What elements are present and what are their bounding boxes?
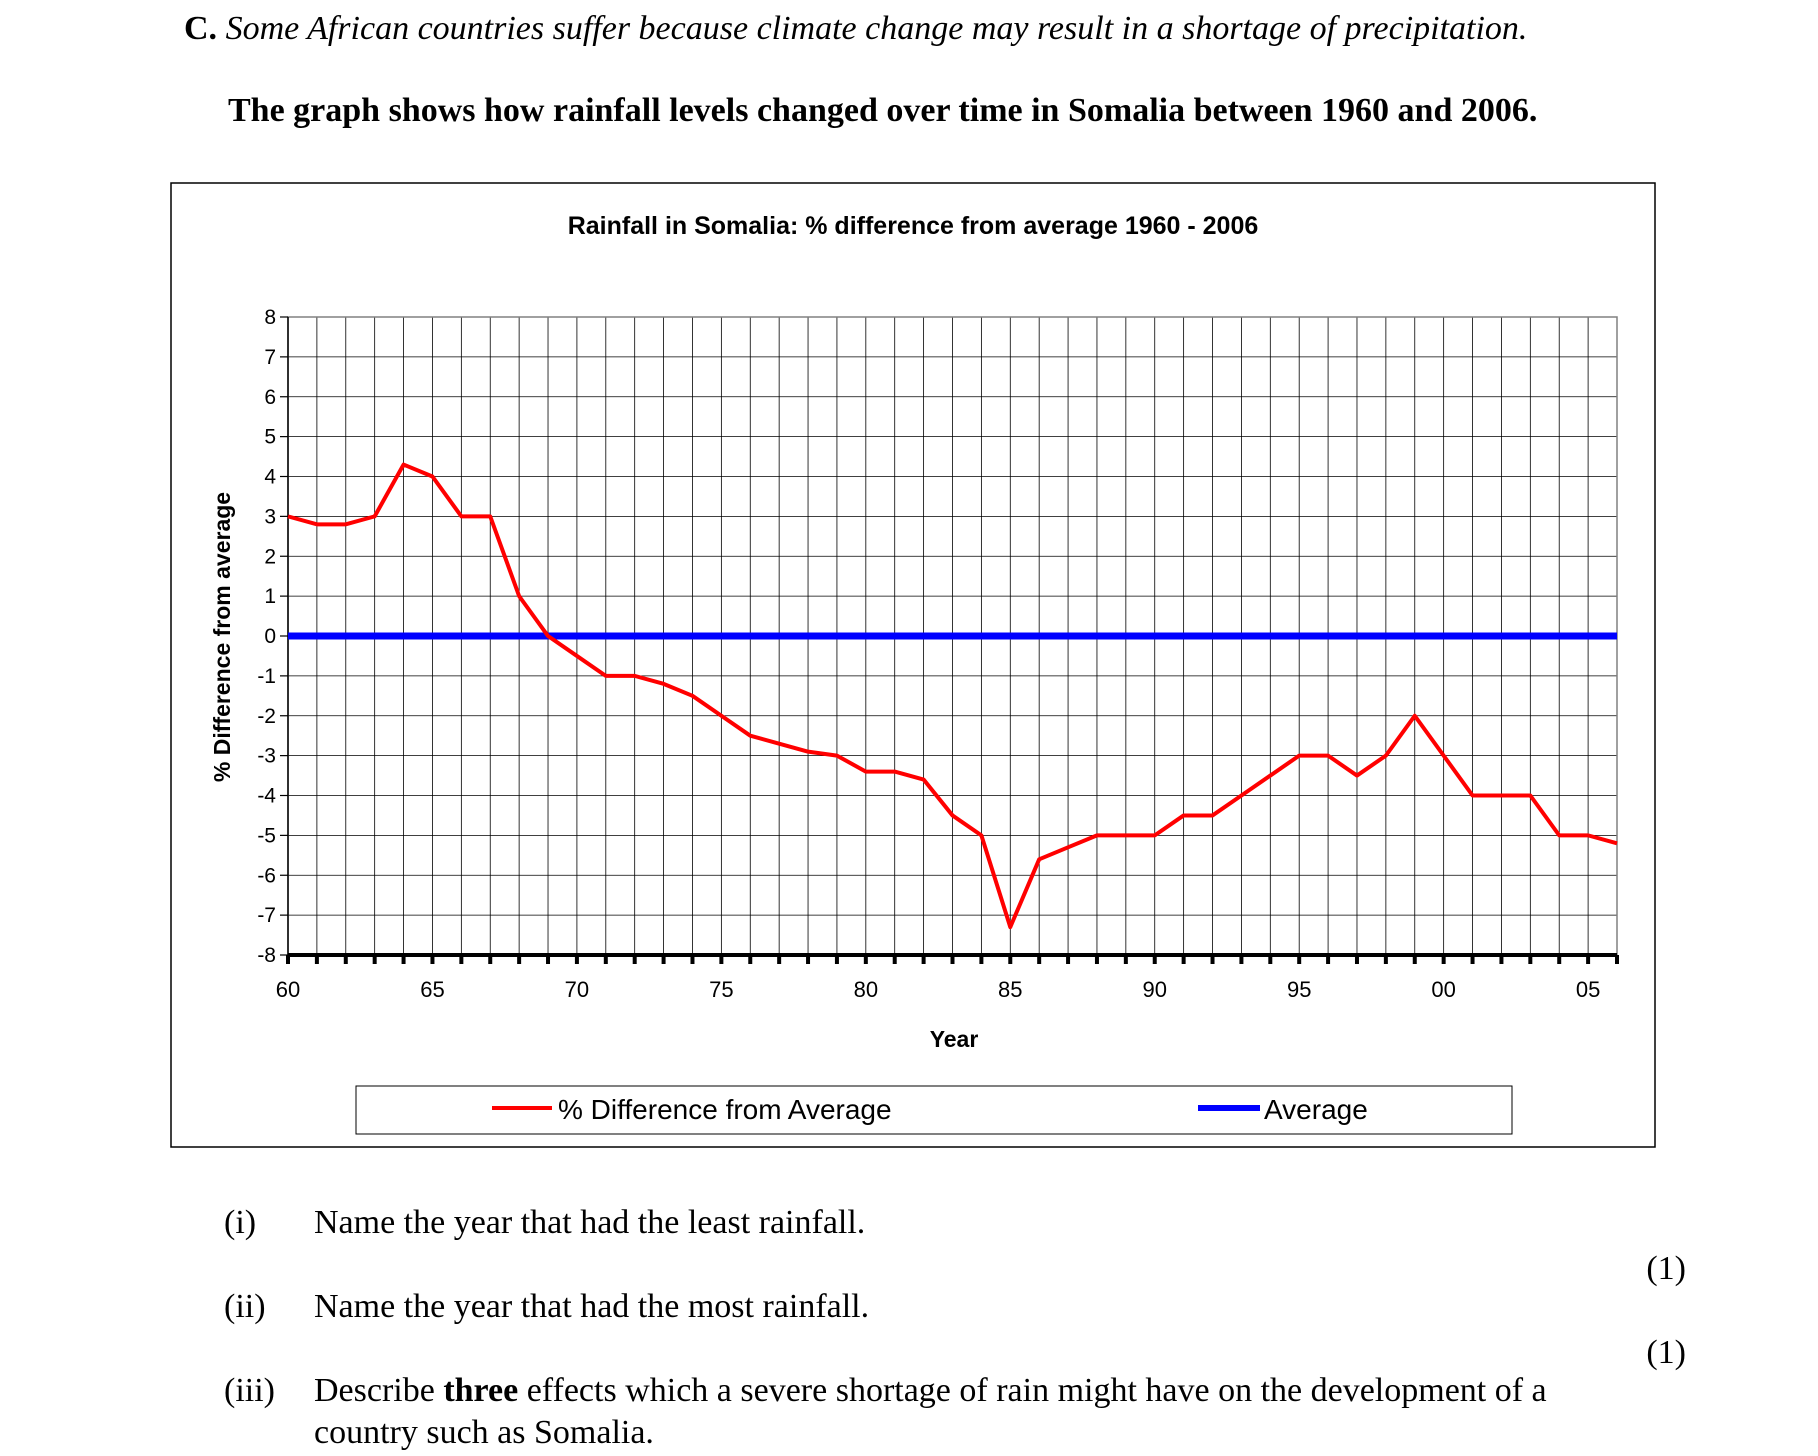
intro-line: C. Some African countries suffer because… xyxy=(184,10,1527,48)
x-tick-label: 00 xyxy=(1431,977,1455,1002)
question-text: Name the year that had the most rainfall… xyxy=(314,1288,870,1325)
y-tick-label: 5 xyxy=(264,426,276,449)
chart-frame xyxy=(170,182,1656,1148)
y-tick-label: -5 xyxy=(257,824,276,847)
legend: % Difference from Average Average xyxy=(355,1085,1513,1135)
x-tick-label: 85 xyxy=(998,977,1022,1002)
legend-red-label: % Difference from Average xyxy=(558,1094,892,1125)
y-tick-label: 1 xyxy=(264,585,276,608)
rainfall-chart: Rainfall in Somalia: % difference from a… xyxy=(170,182,1656,1148)
y-tick-label: -2 xyxy=(257,705,276,728)
series-line-difference xyxy=(287,462,1618,930)
lead-sentence: The graph shows how rainfall levels chan… xyxy=(228,92,1538,129)
x-tick-label: 05 xyxy=(1576,977,1600,1002)
x-tick-label: 80 xyxy=(854,977,878,1002)
x-tick-label: 75 xyxy=(709,977,733,1002)
y-tick-label: -3 xyxy=(257,745,276,768)
y-tick-label: -8 xyxy=(257,944,276,967)
y-tick-label: 8 xyxy=(264,306,276,329)
y-tick-label: -1 xyxy=(257,665,276,688)
x-tick-label: 70 xyxy=(565,977,589,1002)
question-text: Name the year that had the least rainfal… xyxy=(314,1204,866,1241)
y-tick-label: 7 xyxy=(264,346,276,369)
y-tick-label: 0 xyxy=(264,625,276,648)
x-tick-label: 90 xyxy=(1142,977,1166,1002)
question-text: Describe three effects which a severe sh… xyxy=(314,1372,1547,1409)
y-tick-label: 3 xyxy=(264,505,276,528)
y-tick-label: -6 xyxy=(257,864,276,887)
legend-blue-label: Average xyxy=(1264,1094,1368,1125)
x-axis-label: Year xyxy=(930,1026,979,1052)
section-label: C. xyxy=(184,10,218,47)
y-tick-label: 6 xyxy=(264,386,276,409)
y-tick-label: 4 xyxy=(264,466,276,489)
x-tick-label: 60 xyxy=(276,977,300,1002)
x-tick-label: 95 xyxy=(1287,977,1311,1002)
question-number: (iii) xyxy=(224,1372,275,1409)
question-ii-marks: (1) xyxy=(1646,1334,1686,1371)
emphasis-three: three xyxy=(443,1372,519,1409)
question-number: (i) xyxy=(224,1204,257,1241)
question-number: (ii) xyxy=(224,1288,266,1325)
y-tick-label: -7 xyxy=(257,904,276,927)
y-tick-label: -4 xyxy=(257,785,276,808)
x-tick-label: 65 xyxy=(420,977,444,1002)
y-axis-label: % Difference from average xyxy=(209,492,235,782)
y-tick-label: 2 xyxy=(264,545,276,568)
intro-text: Some African countries suffer because cl… xyxy=(225,10,1528,47)
question-i-marks: (1) xyxy=(1646,1250,1686,1287)
chart-title: Rainfall in Somalia: % difference from a… xyxy=(568,212,1259,240)
